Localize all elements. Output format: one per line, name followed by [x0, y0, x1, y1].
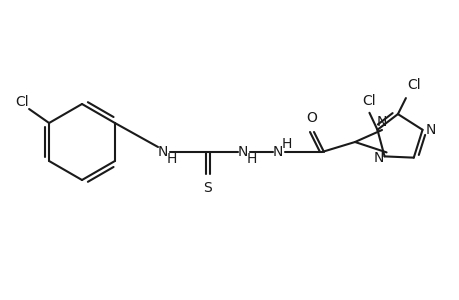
- Text: O: O: [306, 111, 317, 125]
- Text: N: N: [272, 145, 283, 159]
- Text: N: N: [373, 152, 383, 165]
- Text: S: S: [203, 181, 212, 195]
- Text: N: N: [157, 145, 168, 159]
- Text: H: H: [246, 152, 257, 166]
- Text: N: N: [376, 115, 386, 129]
- Text: N: N: [425, 123, 435, 137]
- Text: N: N: [237, 145, 248, 159]
- Text: Cl: Cl: [362, 94, 375, 108]
- Text: H: H: [281, 137, 291, 151]
- Text: H: H: [167, 152, 177, 166]
- Text: Cl: Cl: [15, 95, 29, 109]
- Text: Cl: Cl: [406, 78, 420, 92]
